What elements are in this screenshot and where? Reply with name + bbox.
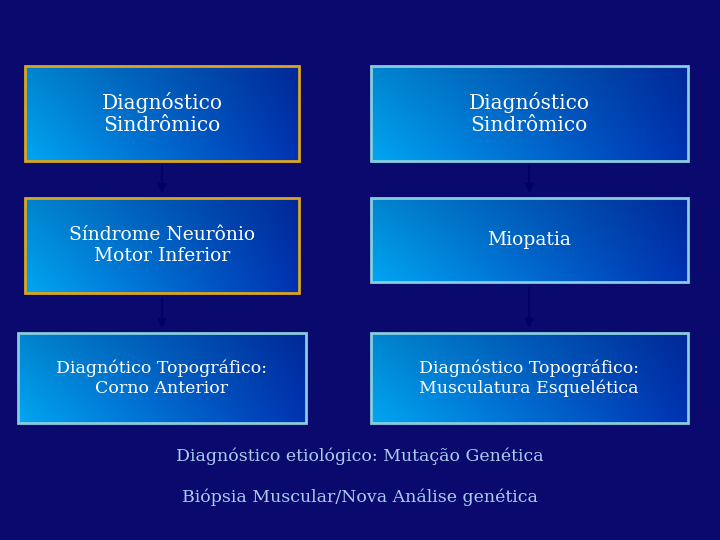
Text: Biópsia Muscular/Nova Análise genética: Biópsia Muscular/Nova Análise genética <box>182 488 538 505</box>
Text: Diagnótico Topográfico:
Corno Anterior: Diagnótico Topográfico: Corno Anterior <box>56 360 268 396</box>
Text: Diagnóstico
Sindrômico: Diagnóstico Sindrômico <box>102 92 222 135</box>
Bar <box>25 198 299 293</box>
Bar <box>371 333 688 422</box>
Text: Miopatia: Miopatia <box>487 231 571 249</box>
Bar <box>371 198 688 282</box>
Bar <box>18 333 306 422</box>
Bar <box>25 66 299 160</box>
Bar <box>371 66 688 160</box>
Text: Diagnóstico etiológico: Mutação Genética: Diagnóstico etiológico: Mutação Genética <box>176 448 544 465</box>
Text: Diagnóstico Topográfico:
Musculatura Esquelética: Diagnóstico Topográfico: Musculatura Esq… <box>419 359 639 397</box>
Text: Diagnóstico
Sindrômico: Diagnóstico Sindrômico <box>469 92 590 135</box>
Text: Síndrome Neurônio
Motor Inferior: Síndrome Neurônio Motor Inferior <box>69 226 255 265</box>
